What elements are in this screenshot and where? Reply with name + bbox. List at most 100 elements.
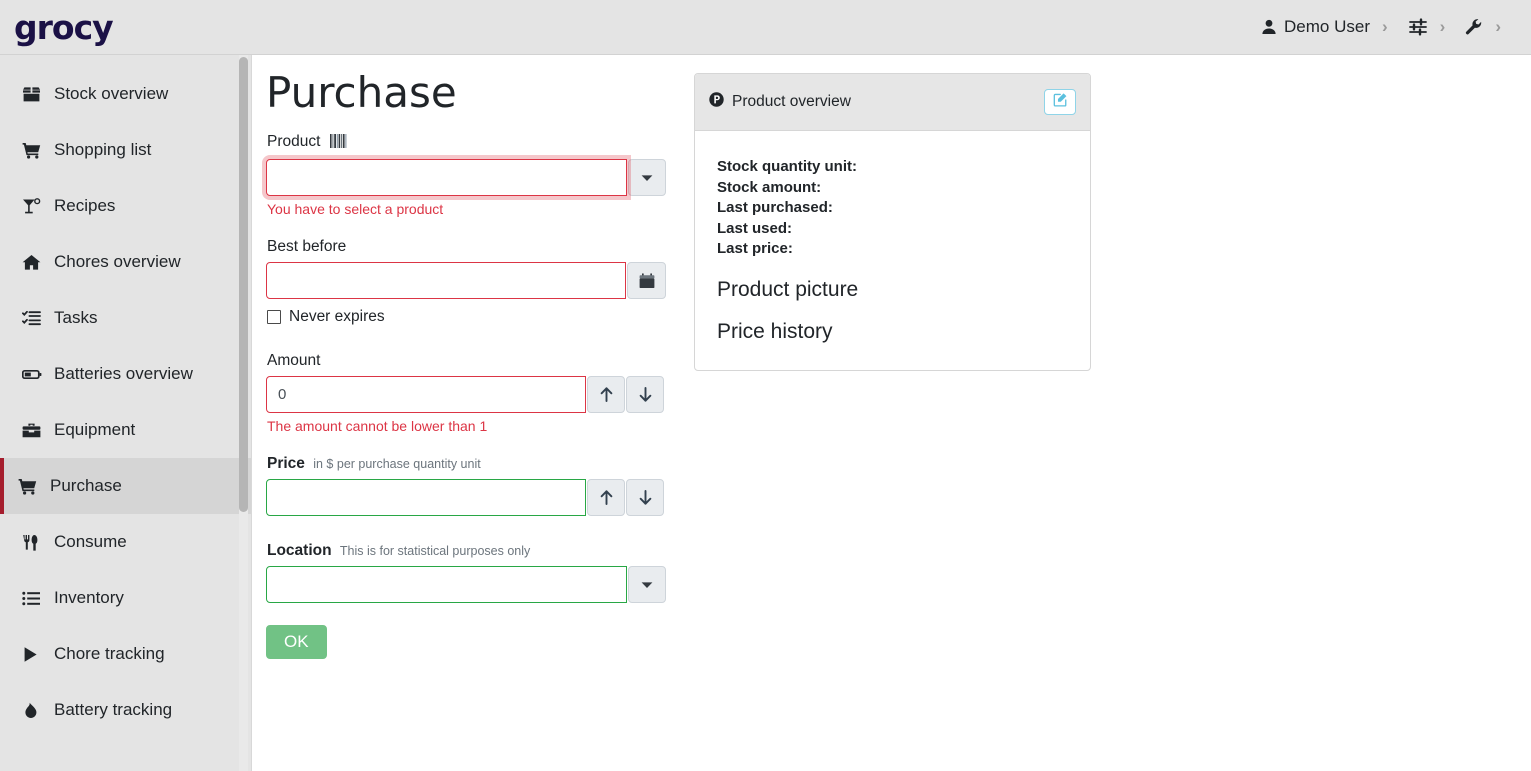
sidebar-item-chores-overview[interactable]: Chores overview [0,234,251,290]
field-product: Product [266,133,666,217]
caret-down-icon [641,174,653,182]
overview-row-last-price: Last price: [717,240,793,258]
submit-button[interactable]: OK [266,625,327,659]
navbar-user-label: Demo User [1284,17,1370,36]
best-before-input[interactable] [266,262,627,299]
arrow-down-icon [638,386,653,403]
product-input[interactable] [266,159,627,196]
sidebar-item-consume[interactable]: Consume [0,514,251,570]
tasks-icon [22,310,48,327]
wrench-icon [1465,18,1483,36]
overview-section-product-picture: Product picture [717,277,859,301]
sidebar-item-label: Equipment [54,420,136,439]
sidebar-item-label: Recipes [54,196,116,215]
shopping-cart-icon [22,142,48,159]
sliders-icon [1408,18,1428,36]
best-before-label: Best before [267,238,347,255]
main-content: Purchase Product [253,55,1531,771]
home-icon [22,254,48,271]
price-hint: in $ per purchase quantity unit [313,457,481,471]
location-label-text: Location [267,542,332,559]
overview-row-stock-quantity-unit: Stock quantity unit: [717,158,857,175]
field-best-before: Best before Never expires [266,238,666,326]
product-overview-header: Product overview [695,74,1090,131]
price-increment-button[interactable] [587,479,625,516]
product-overview-title-text: Product overview [732,93,851,110]
best-before-calendar-button[interactable] [627,262,666,299]
chevron-right-icon[interactable]: › [1439,17,1446,36]
amount-input[interactable] [266,376,586,413]
sidebar-scrollbar-thumb[interactable] [239,57,248,512]
page-title: Purchase [266,68,457,117]
sidebar-item-batteries-overview[interactable]: Batteries overview [0,346,251,402]
sidebar-item-label: Tasks [54,308,98,327]
sidebar-item-shopping-list[interactable]: Shopping list [0,122,251,178]
sidebar-item-label: Consume [54,532,127,551]
product-label-text: Product [267,133,321,150]
location-label: Location This is for statistical purpose… [267,542,666,560]
sidebar-item-chore-tracking[interactable]: Chore tracking [0,626,251,682]
battery-icon [22,366,48,383]
product-label: Product [267,133,666,153]
location-dropdown-button[interactable] [628,566,666,603]
overview-section-price-history: Price history [717,319,833,343]
shopping-cart-icon [18,478,44,495]
navbar-settings-group: › [1400,14,1458,40]
amount-decrement-button[interactable] [626,376,664,413]
sidebar-item-stock-overview[interactable]: Stock overview [0,66,251,122]
location-hint: This is for statistical purposes only [339,544,531,558]
navbar-user-group: Demo User › [1253,13,1400,41]
list-icon [22,590,48,607]
sidebar-item-label: Battery tracking [54,700,173,719]
chevron-right-icon[interactable]: › [1381,17,1388,36]
edit-product-button[interactable] [1044,89,1076,115]
utensils-icon [22,534,48,551]
sidebar-item-purchase[interactable]: Purchase [0,458,251,514]
sidebar-item-battery-tracking[interactable]: Battery tracking [0,682,251,738]
sidebar-item-inventory[interactable]: Inventory [0,570,251,626]
sidebar-item-list: Stock overview Shopping list Recipes [0,55,251,738]
amount-error-message: The amount cannot be lower than 1 [267,418,488,434]
never-expires-checkbox[interactable] [267,310,281,324]
app-logo[interactable]: grocy [14,7,114,47]
toolbox-icon [22,422,48,439]
never-expires-label: Never expires [289,308,385,325]
field-location: Location This is for statistical purpose… [266,542,666,603]
arrow-down-icon [638,489,653,506]
field-amount: Amount Th [266,352,666,434]
sidebar-item-label: Stock overview [54,84,169,103]
sidebar-item-label: Shopping list [54,140,152,159]
sidebar-item-equipment[interactable]: Equipment [0,402,251,458]
cocktail-glass-icon [22,197,48,215]
product-dropdown-button[interactable] [628,159,666,196]
navbar-user-menu[interactable]: Demo User [1253,13,1378,41]
product-overview-body: Stock quantity unit: Stock amount: Last … [695,131,1090,370]
price-decrement-button[interactable] [626,479,664,516]
purchase-form: Product [266,133,666,659]
navbar-settings-menu[interactable] [1400,14,1436,40]
product-overview-title: Product overview [709,92,851,112]
amount-input-group [266,376,666,413]
best-before-input-group [266,262,666,299]
sidebar-item-label: Chores overview [54,252,181,271]
price-label-text: Price [267,455,305,472]
amount-label: Amount [267,352,321,369]
amount-increment-button[interactable] [587,376,625,413]
price-input-group [266,479,666,516]
overview-row-last-used: Last used: [717,219,793,237]
sidebar-item-tasks[interactable]: Tasks [0,290,251,346]
navbar-tools-menu[interactable] [1457,14,1491,40]
product-error-message: You have to select a product [267,201,444,217]
price-input[interactable] [266,479,586,516]
chevron-right-icon[interactable]: › [1495,17,1501,36]
sidebar-item-label: Purchase [50,476,122,495]
navbar-right-actions: Demo User › › [1253,13,1513,41]
flame-icon [22,702,48,719]
navbar-tools-group: › [1457,14,1513,40]
price-label: Price in $ per purchase quantity unit [267,455,666,473]
caret-down-icon [641,581,653,589]
sidebar-item-label: Inventory [54,588,124,607]
field-price: Price in $ per purchase quantity unit [266,455,666,516]
location-input[interactable] [266,566,627,603]
sidebar-item-recipes[interactable]: Recipes [0,178,251,234]
